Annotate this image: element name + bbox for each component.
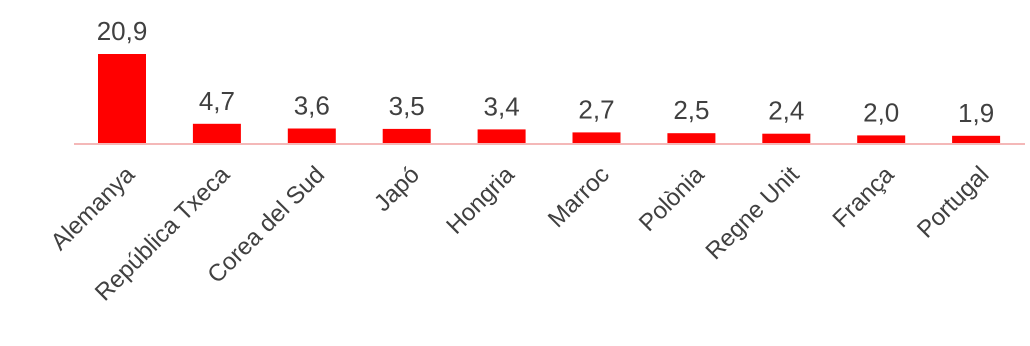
category-label-7: Polònia <box>634 161 710 237</box>
value-label-2: 4,7 <box>199 86 235 116</box>
bar-7 <box>667 133 716 144</box>
bar-2 <box>192 123 241 144</box>
value-label-5: 3,4 <box>484 91 520 121</box>
bar-10 <box>952 135 1001 144</box>
bar-5 <box>477 129 526 144</box>
value-label-4: 3,5 <box>389 91 425 121</box>
bar-3 <box>287 128 336 144</box>
value-labels-group: 20,9 4,7 3,6 3,5 3,4 2,7 2,5 2,4 2,0 1,9 <box>97 16 994 128</box>
value-label-6: 2,7 <box>578 94 614 124</box>
value-label-3: 3,6 <box>294 91 330 121</box>
category-label-6: Marroc <box>543 161 615 233</box>
bar-4 <box>382 128 431 144</box>
bar-8 <box>762 133 811 144</box>
bars-group <box>98 54 1001 144</box>
bar-9 <box>857 135 906 144</box>
value-label-10: 1,9 <box>958 98 994 128</box>
category-label-4: Japó <box>369 161 425 217</box>
category-label-5: Hongria <box>441 161 520 240</box>
value-label-1: 20,9 <box>97 16 148 46</box>
value-label-8: 2,4 <box>768 96 804 126</box>
category-label-8: Regne Unit <box>701 161 805 265</box>
category-label-9: França <box>828 161 900 233</box>
category-label-1: Alemanya <box>46 161 141 256</box>
value-label-9: 2,0 <box>863 97 899 127</box>
value-label-7: 2,5 <box>673 95 709 125</box>
bar-1 <box>98 54 146 144</box>
bar-6 <box>572 132 621 144</box>
category-label-10: Portugal <box>912 161 994 243</box>
